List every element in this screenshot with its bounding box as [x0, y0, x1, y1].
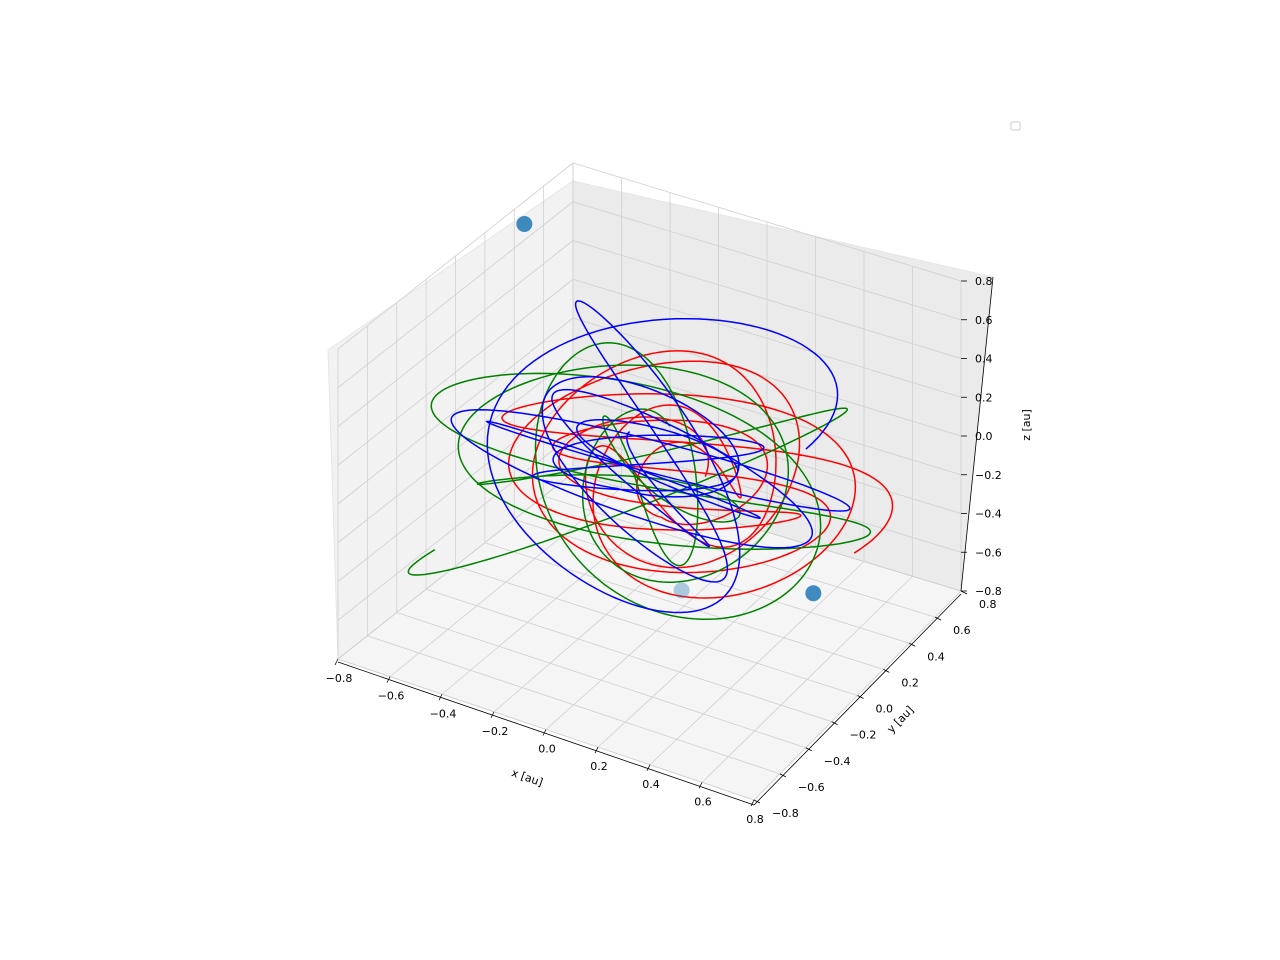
- y-tick: [857, 695, 864, 699]
- x-tick: [750, 799, 755, 807]
- y-axis-line: [753, 593, 962, 806]
- z-axis-label: z [au]: [1020, 409, 1033, 441]
- y-tick: [805, 747, 812, 752]
- x-axis-line: [337, 661, 755, 806]
- y-tick-label: −0.6: [798, 781, 825, 794]
- z-tick-label: −0.6: [975, 546, 1002, 559]
- z-tick-label: 0.8: [975, 275, 993, 288]
- grid-line: [572, 162, 962, 282]
- x-tick: [334, 658, 339, 666]
- y-tick-label: 0.2: [901, 676, 919, 689]
- z-tick-label: 0.0: [975, 430, 993, 443]
- trajectory-line-3: [450, 300, 851, 614]
- z-tick-label: 0.6: [975, 314, 993, 327]
- z-tick-label: −0.4: [975, 508, 1002, 521]
- y-tick-label: −0.4: [824, 755, 851, 768]
- grid-line: [701, 575, 913, 783]
- grid-line: [337, 201, 574, 389]
- x-tick-label: 0.2: [590, 760, 608, 773]
- z-tick-label: 0.4: [975, 353, 993, 366]
- y-tick-label: 0.8: [979, 598, 997, 611]
- y-tick: [934, 616, 942, 621]
- tick-marks: −0.8−0.6−0.4−0.20.00.20.40.60.8 −0.8−0.6−…: [326, 275, 1002, 826]
- trajectory-series: [407, 300, 894, 621]
- trajectory-line-2: [407, 342, 872, 621]
- y-tick: [753, 799, 761, 804]
- body-marker: [516, 216, 533, 233]
- x-tick: [594, 746, 599, 754]
- legend-box: [1010, 121, 1021, 131]
- z-tick-label: −0.2: [975, 469, 1002, 482]
- x-tick: [698, 782, 703, 789]
- x-tick: [646, 764, 651, 771]
- x-tick-label: −0.6: [378, 690, 405, 703]
- grid-line: [337, 278, 574, 466]
- x-tick-label: −0.8: [326, 672, 353, 685]
- grid-line: [649, 561, 865, 766]
- y-tick: [883, 669, 890, 673]
- x-tick-label: 0.8: [746, 813, 764, 826]
- grid-line: [572, 240, 962, 359]
- body-marker: [805, 585, 822, 602]
- body-marker: [673, 582, 690, 599]
- x-tick-label: 0.0: [538, 743, 556, 756]
- x-tick-label: −0.2: [482, 725, 509, 738]
- y-tick-label: 0.4: [927, 650, 945, 663]
- grid-line: [572, 278, 962, 398]
- grid-line: [572, 201, 962, 321]
- trajectory-line-1: [501, 350, 894, 599]
- x-tick: [438, 694, 443, 701]
- y-tick: [831, 721, 838, 725]
- z-tick-label: −0.8: [975, 585, 1002, 598]
- x-tick: [542, 729, 547, 736]
- grid-line: [337, 162, 574, 350]
- x-tick: [386, 676, 391, 683]
- z-tick-label: 0.2: [975, 391, 993, 404]
- y-tick: [909, 642, 916, 647]
- body-markers: [516, 216, 822, 602]
- grid-line: [337, 317, 574, 505]
- grid-line: [572, 317, 962, 437]
- y-tick: [960, 590, 968, 595]
- grid-line: [455, 565, 858, 696]
- y-tick-label: 0.0: [876, 703, 894, 716]
- y-tick: [779, 773, 787, 778]
- y-tick-label: 0.6: [953, 624, 971, 637]
- x-tick-label: 0.6: [694, 795, 712, 808]
- grid-line: [337, 240, 574, 427]
- x-tick-label: −0.4: [430, 707, 457, 720]
- z-axis-line: [960, 276, 994, 592]
- x-tick: [490, 711, 495, 719]
- grid-line: [484, 542, 884, 670]
- y-tick-label: −0.2: [850, 729, 877, 742]
- x-axis-label: x [au]: [510, 766, 545, 789]
- y-tick-label: −0.8: [772, 807, 799, 820]
- axis-lines: [337, 276, 994, 806]
- x-tick-label: 0.4: [642, 778, 660, 791]
